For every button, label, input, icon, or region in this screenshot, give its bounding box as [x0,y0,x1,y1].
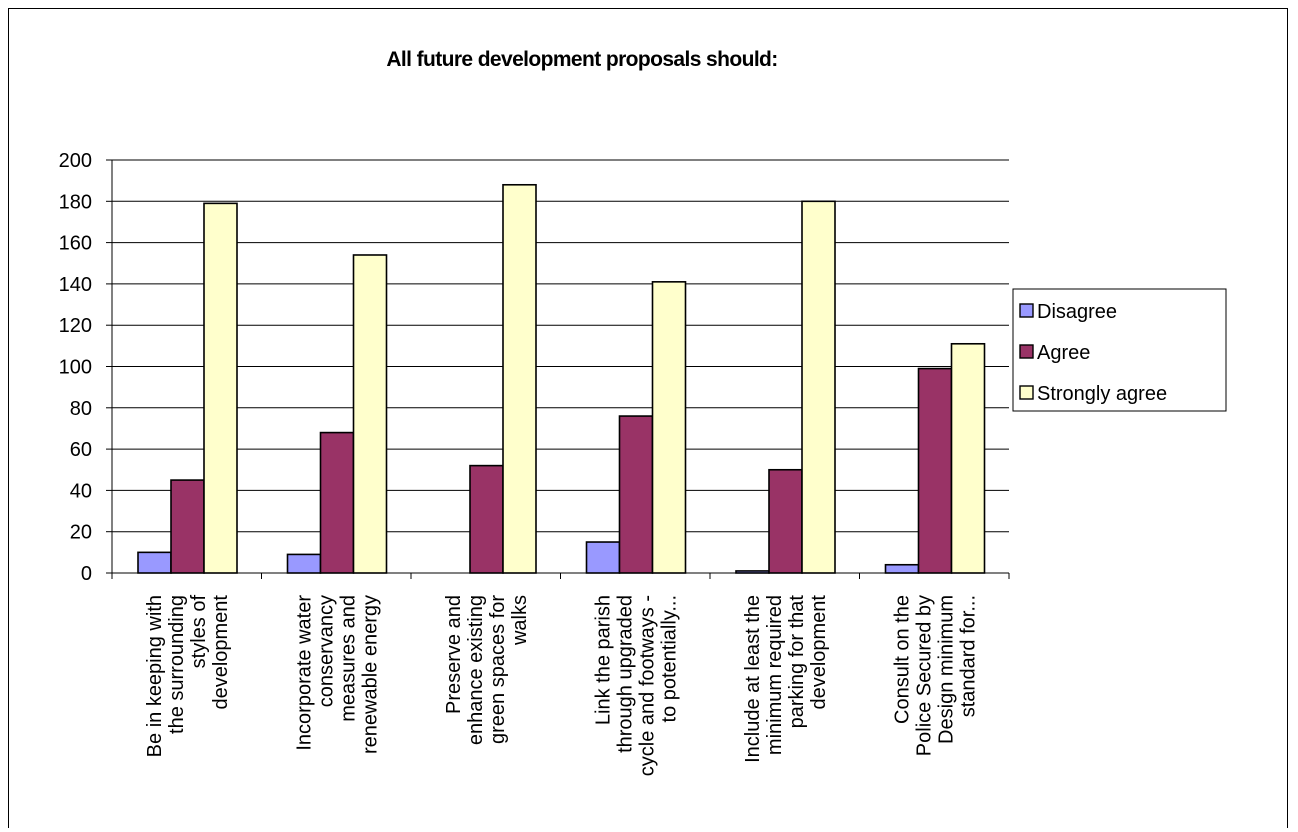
bar-disagree [137,551,172,574]
x-category-label: Consult on the [891,595,913,724]
x-category-label: development [808,595,830,710]
y-tick-label: 100 [59,357,92,379]
bar-strongly-agree [801,200,836,574]
bar-agree [768,468,803,574]
bar-agree [469,464,504,574]
y-tick-label: 80 [70,398,92,420]
bar-agree [170,479,205,574]
bar-agree [618,415,654,574]
y-tick-label: 120 [59,315,92,337]
x-category-label: enhance existing [465,595,487,745]
legend-label: Strongly agree [1037,383,1167,405]
bars [137,183,986,574]
legend-box [1012,288,1227,412]
gridlines [112,159,1009,533]
bar-disagree [884,563,920,574]
legend-swatch [1019,303,1034,318]
x-category-label: renewable energy [359,595,381,754]
y-tick-label: 200 [59,150,92,172]
bar-strongly-agree [651,281,687,574]
x-category-label: standard for... [957,595,979,717]
bar-strongly-agree [352,254,388,574]
chart-title: All future development proposals should: [386,48,777,71]
x-category-label: to potentially... [658,595,680,722]
x-category-label: Be in keeping with [144,595,166,757]
x-category-label: cycle and footways - [636,595,658,776]
bar-disagree [286,553,322,574]
y-axis: 0 20 40 60 80 100 120 140 160 180 200 [59,150,113,585]
bar-disagree [585,541,621,574]
legend-label: Disagree [1037,301,1117,323]
bar-strongly-agree [950,342,986,574]
y-tick-label: 40 [70,480,92,502]
y-tick-label: 140 [59,274,92,296]
x-category-label: through upgraded [614,595,636,753]
legend-label: Agree [1037,342,1090,364]
x-category-label: Police Secured by [913,595,935,756]
x-category-label: Link the parish [592,595,614,725]
x-axis: Be in keeping with the surrounding styles … [111,572,1010,776]
x-category-label: minimum required [764,595,786,755]
x-category-label: Design minimum [935,595,957,744]
y-tick-label: 60 [70,439,92,461]
x-category-label: walks [509,595,531,646]
x-category-label: Incorporate water [293,595,315,751]
y-tick-label: 180 [59,191,92,213]
y-tick-label: 20 [70,522,92,544]
x-category-label: measures and [337,595,359,722]
legend-swatch [1019,344,1034,359]
x-category-label: Include at least the [742,595,764,763]
bar-agree [319,431,355,574]
bar-agree [917,367,953,574]
x-category-label: parking for that [786,595,808,729]
legend-swatch [1019,385,1034,400]
bar-strongly-agree [203,202,238,574]
x-category-label: styles of [188,595,210,669]
x-category-label: conservancy [315,595,337,707]
y-tick-label: 0 [81,563,92,585]
y-tick-label: 160 [59,233,92,255]
x-category-label: the surrounding [166,595,188,734]
x-category-label: development [210,595,232,710]
x-category-label: Preserve and [443,595,465,714]
bar-strongly-agree [502,183,537,574]
x-category-label: green spaces for [487,595,509,744]
legend: Disagree Agree Strongly agree [1012,288,1227,412]
